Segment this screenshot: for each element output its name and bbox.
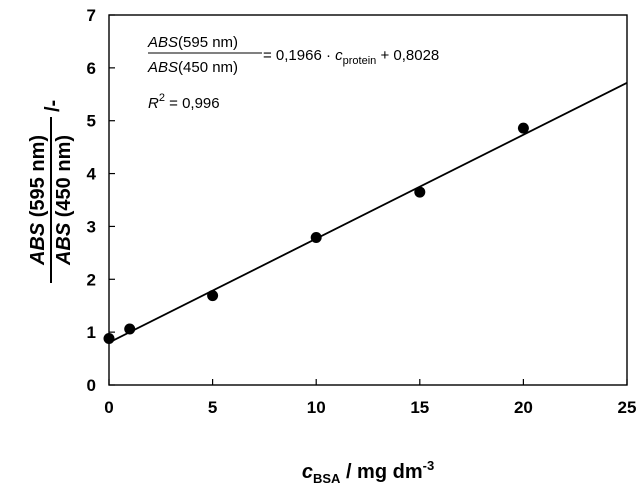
eq-rhs-prefix: = 0,1966 · xyxy=(263,47,335,64)
x-axis-symbol: c xyxy=(302,461,313,483)
y-tick-label: 4 xyxy=(87,165,97,184)
data-point xyxy=(311,232,322,243)
eq-numerator-abs: ABS xyxy=(147,34,178,51)
fit-equation: ABS(595 nm) ABS(450 nm) = 0,1966 · cprot… xyxy=(147,34,439,76)
data-point xyxy=(518,123,529,134)
r-squared-value: = 0,996 xyxy=(165,95,220,112)
data-point xyxy=(104,333,115,344)
r-squared-symbol: R xyxy=(148,95,159,112)
y-axis-unit: /- xyxy=(42,100,64,112)
svg-text:= 0,1966 · cprotein + 0,8028: = 0,1966 · cprotein + 0,8028 xyxy=(263,47,439,67)
eq-rhs-suffix: + 0,8028 xyxy=(376,47,439,64)
x-tick-label: 0 xyxy=(104,398,113,417)
fit-layer xyxy=(109,83,627,343)
eq-denominator-abs: ABS xyxy=(147,59,178,76)
x-axis-superscript: -3 xyxy=(423,458,435,473)
regression-line xyxy=(109,83,627,343)
y-axis-numerator-wavelength: (595 nm) xyxy=(27,135,49,223)
x-axis-subscript: BSA xyxy=(313,471,341,486)
x-tick-label: 25 xyxy=(618,398,637,417)
svg-text:ABS(450 nm): ABS(450 nm) xyxy=(147,59,238,76)
y-axis-denominator: ABS (450 nm) xyxy=(53,135,75,266)
y-axis-denominator-wavelength: (450 nm) xyxy=(53,135,75,223)
data-point xyxy=(124,323,135,334)
x-tick-label: 10 xyxy=(307,398,326,417)
y-tick-label: 2 xyxy=(87,270,96,289)
y-tick-label: 0 xyxy=(87,376,96,395)
eq-rhs-subscript: protein xyxy=(343,55,377,67)
y-tick-label: 3 xyxy=(87,217,96,236)
y-tick-label: 1 xyxy=(87,323,96,342)
eq-numerator-wavelength: (595 nm) xyxy=(178,34,238,51)
y-axis-numerator-abs: ABS xyxy=(27,222,49,266)
x-tick-label: 15 xyxy=(410,398,429,417)
data-point xyxy=(414,187,425,198)
y-tick-label: 6 xyxy=(87,59,96,78)
svg-text:ABS(595 nm): ABS(595 nm) xyxy=(147,34,238,51)
data-points xyxy=(104,123,529,344)
y-tick-label: 7 xyxy=(87,6,96,25)
data-point xyxy=(207,290,218,301)
y-axis-denominator-abs: ABS xyxy=(53,222,75,266)
x-tick-label: 20 xyxy=(514,398,533,417)
x-tick-label: 5 xyxy=(208,398,217,417)
x-axis-unit: / mg dm xyxy=(340,461,422,483)
y-axis-title: ABS (595 nm) ABS (450 nm) /- xyxy=(27,100,75,283)
y-tick-label: 5 xyxy=(87,112,96,131)
y-axis-numerator: ABS (595 nm) xyxy=(27,135,49,266)
x-axis-title: cBSA / mg dm-3 xyxy=(302,458,434,486)
r-squared-label: R2 = 0,996 xyxy=(148,92,220,112)
eq-denominator-wavelength: (450 nm) xyxy=(178,59,238,76)
